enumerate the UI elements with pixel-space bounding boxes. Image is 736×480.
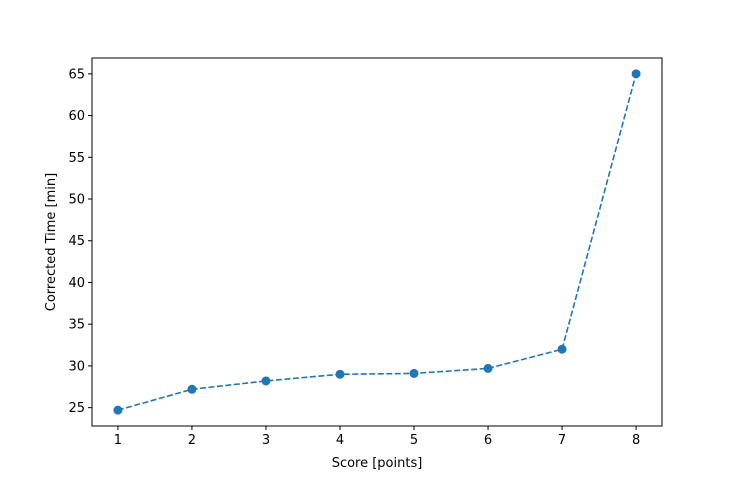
x-axis-label: Score [points] bbox=[332, 456, 423, 471]
x-tick-label: 1 bbox=[114, 433, 122, 448]
data-point bbox=[631, 69, 641, 79]
y-tick-label: 60 bbox=[68, 109, 85, 124]
data-point bbox=[261, 376, 271, 386]
y-tick-label: 45 bbox=[68, 234, 85, 249]
data-point bbox=[409, 368, 419, 378]
y-axis-label: Corrected Time [min] bbox=[44, 173, 59, 311]
y-tick-label: 50 bbox=[68, 193, 85, 208]
x-tick-label: 3 bbox=[262, 433, 270, 448]
data-point bbox=[483, 363, 493, 373]
x-tick-label: 6 bbox=[484, 433, 492, 448]
x-tick-label: 2 bbox=[188, 433, 196, 448]
data-point bbox=[113, 405, 123, 415]
series-line bbox=[117, 73, 637, 411]
y-tick-label: 40 bbox=[68, 276, 85, 291]
y-tick-label: 65 bbox=[68, 67, 85, 82]
x-tick-label: 8 bbox=[632, 433, 640, 448]
y-tick-label: 55 bbox=[68, 151, 85, 166]
x-tick-label: 4 bbox=[336, 433, 344, 448]
data-point bbox=[187, 384, 197, 394]
y-tick-label: 25 bbox=[68, 401, 85, 416]
y-tick-label: 35 bbox=[68, 318, 85, 333]
x-tick-label: 7 bbox=[558, 433, 566, 448]
data-point bbox=[335, 369, 345, 379]
y-tick-label: 30 bbox=[68, 359, 85, 374]
x-tick-label: 5 bbox=[410, 433, 418, 448]
plot-area bbox=[91, 57, 663, 427]
data-point bbox=[557, 344, 567, 354]
